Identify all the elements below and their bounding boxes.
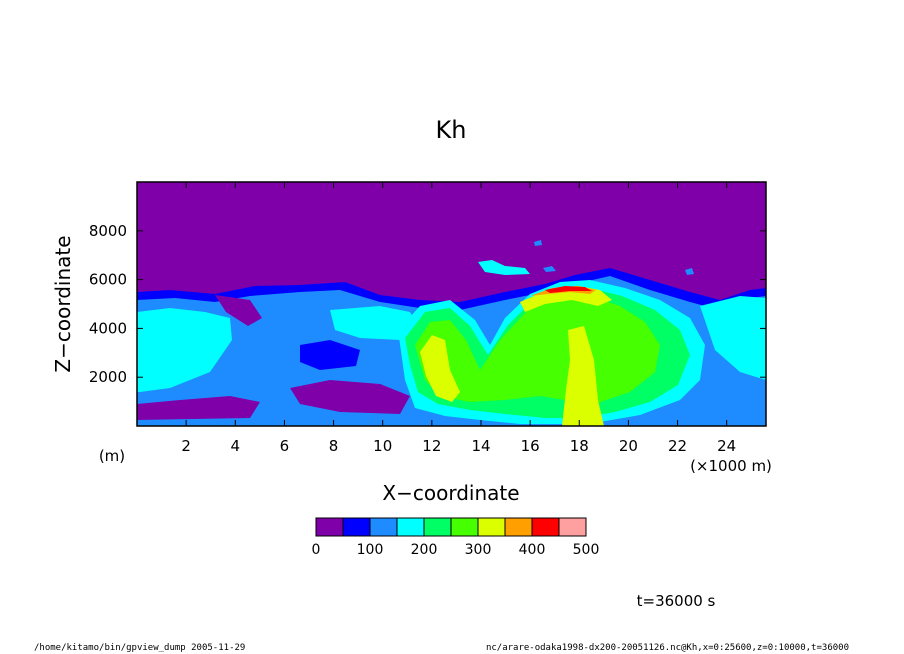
y-tick-label: 8000 <box>89 222 127 240</box>
upper-patch-4 <box>543 266 556 272</box>
y-tick-label: 6000 <box>89 271 127 289</box>
chart-title: Kh <box>436 116 467 144</box>
pocket-purple-1 <box>137 396 260 420</box>
colorbar-swatch <box>504 517 533 537</box>
x-tick-label: 10 <box>373 437 392 455</box>
colorbar-tick-label: 400 <box>519 542 546 558</box>
plume-yellow-stem <box>562 326 604 426</box>
x-tick-label: 22 <box>668 437 687 455</box>
upper-patch-1 <box>478 260 530 275</box>
footer-left: /home/kitamo/bin/gpview_dump 2005-11-29 <box>34 643 245 653</box>
y-axis-label: Z−coordinate <box>51 235 75 372</box>
plume-yellow-left <box>420 335 460 402</box>
x-tick-label: 20 <box>619 437 638 455</box>
x-tick-label: 16 <box>521 437 540 455</box>
x-tick-label: 12 <box>422 437 441 455</box>
plot-frame <box>136 181 767 427</box>
band-cyan <box>137 308 232 392</box>
x-tick-label: 18 <box>570 437 589 455</box>
band-cyan-3 <box>700 296 766 380</box>
footer-right: nc/arare-odaka1998-dx200-20051126.nc@Kh,… <box>486 643 849 653</box>
colorbar-tick-label: 500 <box>573 542 600 558</box>
pocket-purple-2 <box>290 380 410 414</box>
colorbar-tick-label: 0 <box>312 542 321 558</box>
x-tick-label: 24 <box>717 437 736 455</box>
x-axis: 2 4 6 8 10 12 14 16 18 20 22 24 <box>181 182 736 455</box>
y-axis: 2000 4000 6000 8000 <box>89 222 766 386</box>
colorbar: 0 100 200 300 400 500 <box>312 517 600 558</box>
x-tick-label: 2 <box>181 437 191 455</box>
x-tick-label: 4 <box>231 437 241 455</box>
x-tick-label: 14 <box>471 437 490 455</box>
colorbar-swatch <box>450 517 479 537</box>
upper-patch-2 <box>534 240 542 246</box>
colorbar-tick-label: 100 <box>357 542 384 558</box>
colorbar-swatch <box>531 517 560 537</box>
pocket-purple-3 <box>215 295 262 326</box>
colorbar-tick-label: 200 <box>411 542 438 558</box>
plume-chartreuse <box>415 296 660 414</box>
colorbar-swatch <box>396 517 425 537</box>
y-tick-label: 4000 <box>89 319 127 337</box>
y-unit-label: (m) <box>99 447 125 465</box>
colorbar-swatch <box>423 517 452 537</box>
band-cyan-2 <box>330 306 420 340</box>
plume-red-top <box>545 286 592 293</box>
colorbar-swatch <box>477 517 506 537</box>
plot-area <box>137 182 766 426</box>
colorbar-swatch <box>315 517 344 537</box>
upper-patch-3 <box>685 268 694 275</box>
x-unit-label: (×1000 m) <box>690 457 772 475</box>
colorbar-tick-label: 300 <box>465 542 492 558</box>
colorbar-swatch <box>369 517 398 537</box>
field-bands <box>137 240 766 426</box>
x-tick-label: 6 <box>280 437 290 455</box>
y-tick-label: 2000 <box>89 368 127 386</box>
x-axis-label: X−coordinate <box>382 481 519 505</box>
colorbar-swatch <box>558 517 587 537</box>
pocket-blue-2 <box>300 340 360 370</box>
x-tick-label: 8 <box>329 437 339 455</box>
colorbar-swatch <box>342 517 371 537</box>
time-label: t=36000 s <box>637 592 716 610</box>
